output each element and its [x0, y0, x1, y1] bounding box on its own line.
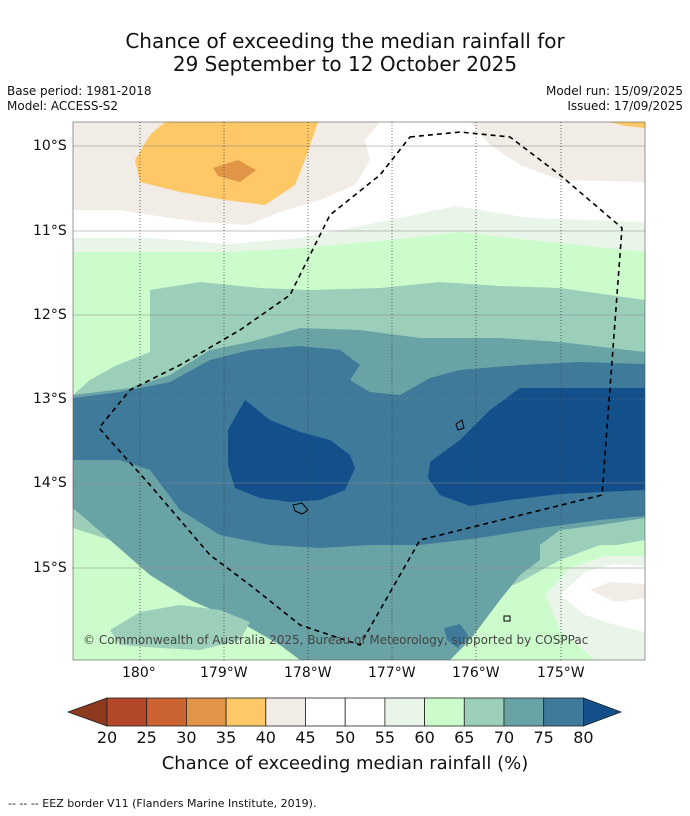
lat-label-10s: 10°S [33, 138, 67, 154]
colorbar-swatch-50-55 [344, 697, 386, 727]
colorbar-tick-label: 65 [454, 728, 475, 747]
colorbar-tick-label: 40 [255, 728, 276, 747]
lat-label-11s: 11°S [33, 223, 67, 239]
colorbar-tick-label: 50 [335, 728, 356, 747]
lon-label-177w: 177°W [368, 665, 416, 681]
contour-35-40 [135, 122, 318, 205]
colorbar-swatch-40-45 [265, 697, 306, 727]
meta-left: Base period: 1981-2018 Model: ACCESS-S2 [7, 84, 152, 114]
colorbar-tick-label: 75 [533, 728, 554, 747]
issued-date: Issued: 17/09/2025 [567, 99, 683, 113]
model-run: Model run: 15/09/2025 [545, 84, 683, 98]
lon-label-180: 180° [122, 665, 156, 681]
colorbar-tick-label: 30 [176, 728, 197, 747]
island-outline-2 [292, 502, 309, 515]
lon-label-179w: 179°W [200, 665, 248, 681]
lat-label-13s: 13°S [33, 391, 67, 407]
contour-65-70-sw [110, 605, 250, 650]
contour-gt80-west [228, 400, 355, 502]
colorbar-tick-label: 20 [96, 728, 118, 747]
colorbar-tick-label: 55 [374, 728, 396, 747]
colorbar-swatch-65-70 [463, 697, 505, 727]
lat-label-14s: 14°S [33, 475, 67, 491]
colorbar-swatch-20-25 [106, 697, 148, 727]
lat-label-12s: 12°S [33, 307, 67, 323]
island-outline [455, 419, 465, 431]
contour-gt80-east [428, 388, 645, 506]
colorbar-swatch-55-60 [384, 697, 425, 727]
colorbar-swatch-30-35 [185, 697, 227, 727]
colorbar-swatch-70-75 [503, 697, 545, 727]
colorbar-tick-label: 70 [493, 728, 515, 747]
contour-45-50-se [560, 564, 645, 632]
colorbar-extend-high [583, 697, 623, 727]
title-line-1: Chance of exceeding the median rainfall … [125, 29, 565, 53]
map-title: Chance of exceeding the median rainfall … [0, 30, 690, 76]
latitude-gridlines [73, 145, 645, 569]
eez-legend-footer: -- -- -- EEZ border V11 (Flanders Marine… [8, 797, 317, 810]
colorbar-swatch-35-40 [225, 697, 267, 727]
colorbar-swatch-60-65 [424, 697, 465, 727]
colorbar-swatch-45-50 [305, 697, 346, 727]
colorbar-swatch-25-30 [146, 697, 187, 727]
colorbar-tick-label: 60 [414, 728, 435, 747]
title-line-2: 29 September to 12 October 2025 [172, 52, 518, 76]
eez-border [97, 131, 623, 646]
colorbar-tick-label: 35 [215, 728, 237, 747]
lon-label-178w: 178°W [284, 665, 332, 681]
base-period: Base period: 1981-2018 [7, 84, 152, 98]
colorbar-swatch-75-80 [543, 697, 584, 727]
lat-label-15s: 15°S [33, 560, 67, 576]
colorbar-title: Chance of exceeding median rainfall (%) [161, 753, 529, 774]
contour-35-40-ne [610, 122, 645, 128]
contour-40-45-se [590, 582, 645, 602]
colorbar-tick-label: 45 [295, 728, 316, 747]
colorbar-tick-label: 25 [136, 728, 157, 747]
meta-right: Model run: 15/09/2025 Issued: 17/09/2025 [546, 84, 683, 114]
lon-label-175w: 175°W [537, 665, 585, 681]
island-outline-3 [503, 615, 511, 622]
map-frame [72, 121, 646, 661]
colorbar-tick-label: 80 [573, 728, 594, 747]
contour-40-45-northeast [470, 122, 645, 182]
colorbar-extend-low [66, 697, 108, 727]
contour-75-80-small [444, 624, 468, 648]
lon-label-176w: 176°W [452, 665, 500, 681]
model-name: Model: ACCESS-S2 [7, 99, 119, 113]
copyright-notice: © Commonwealth of Australia 2025, Bureau… [83, 633, 589, 647]
